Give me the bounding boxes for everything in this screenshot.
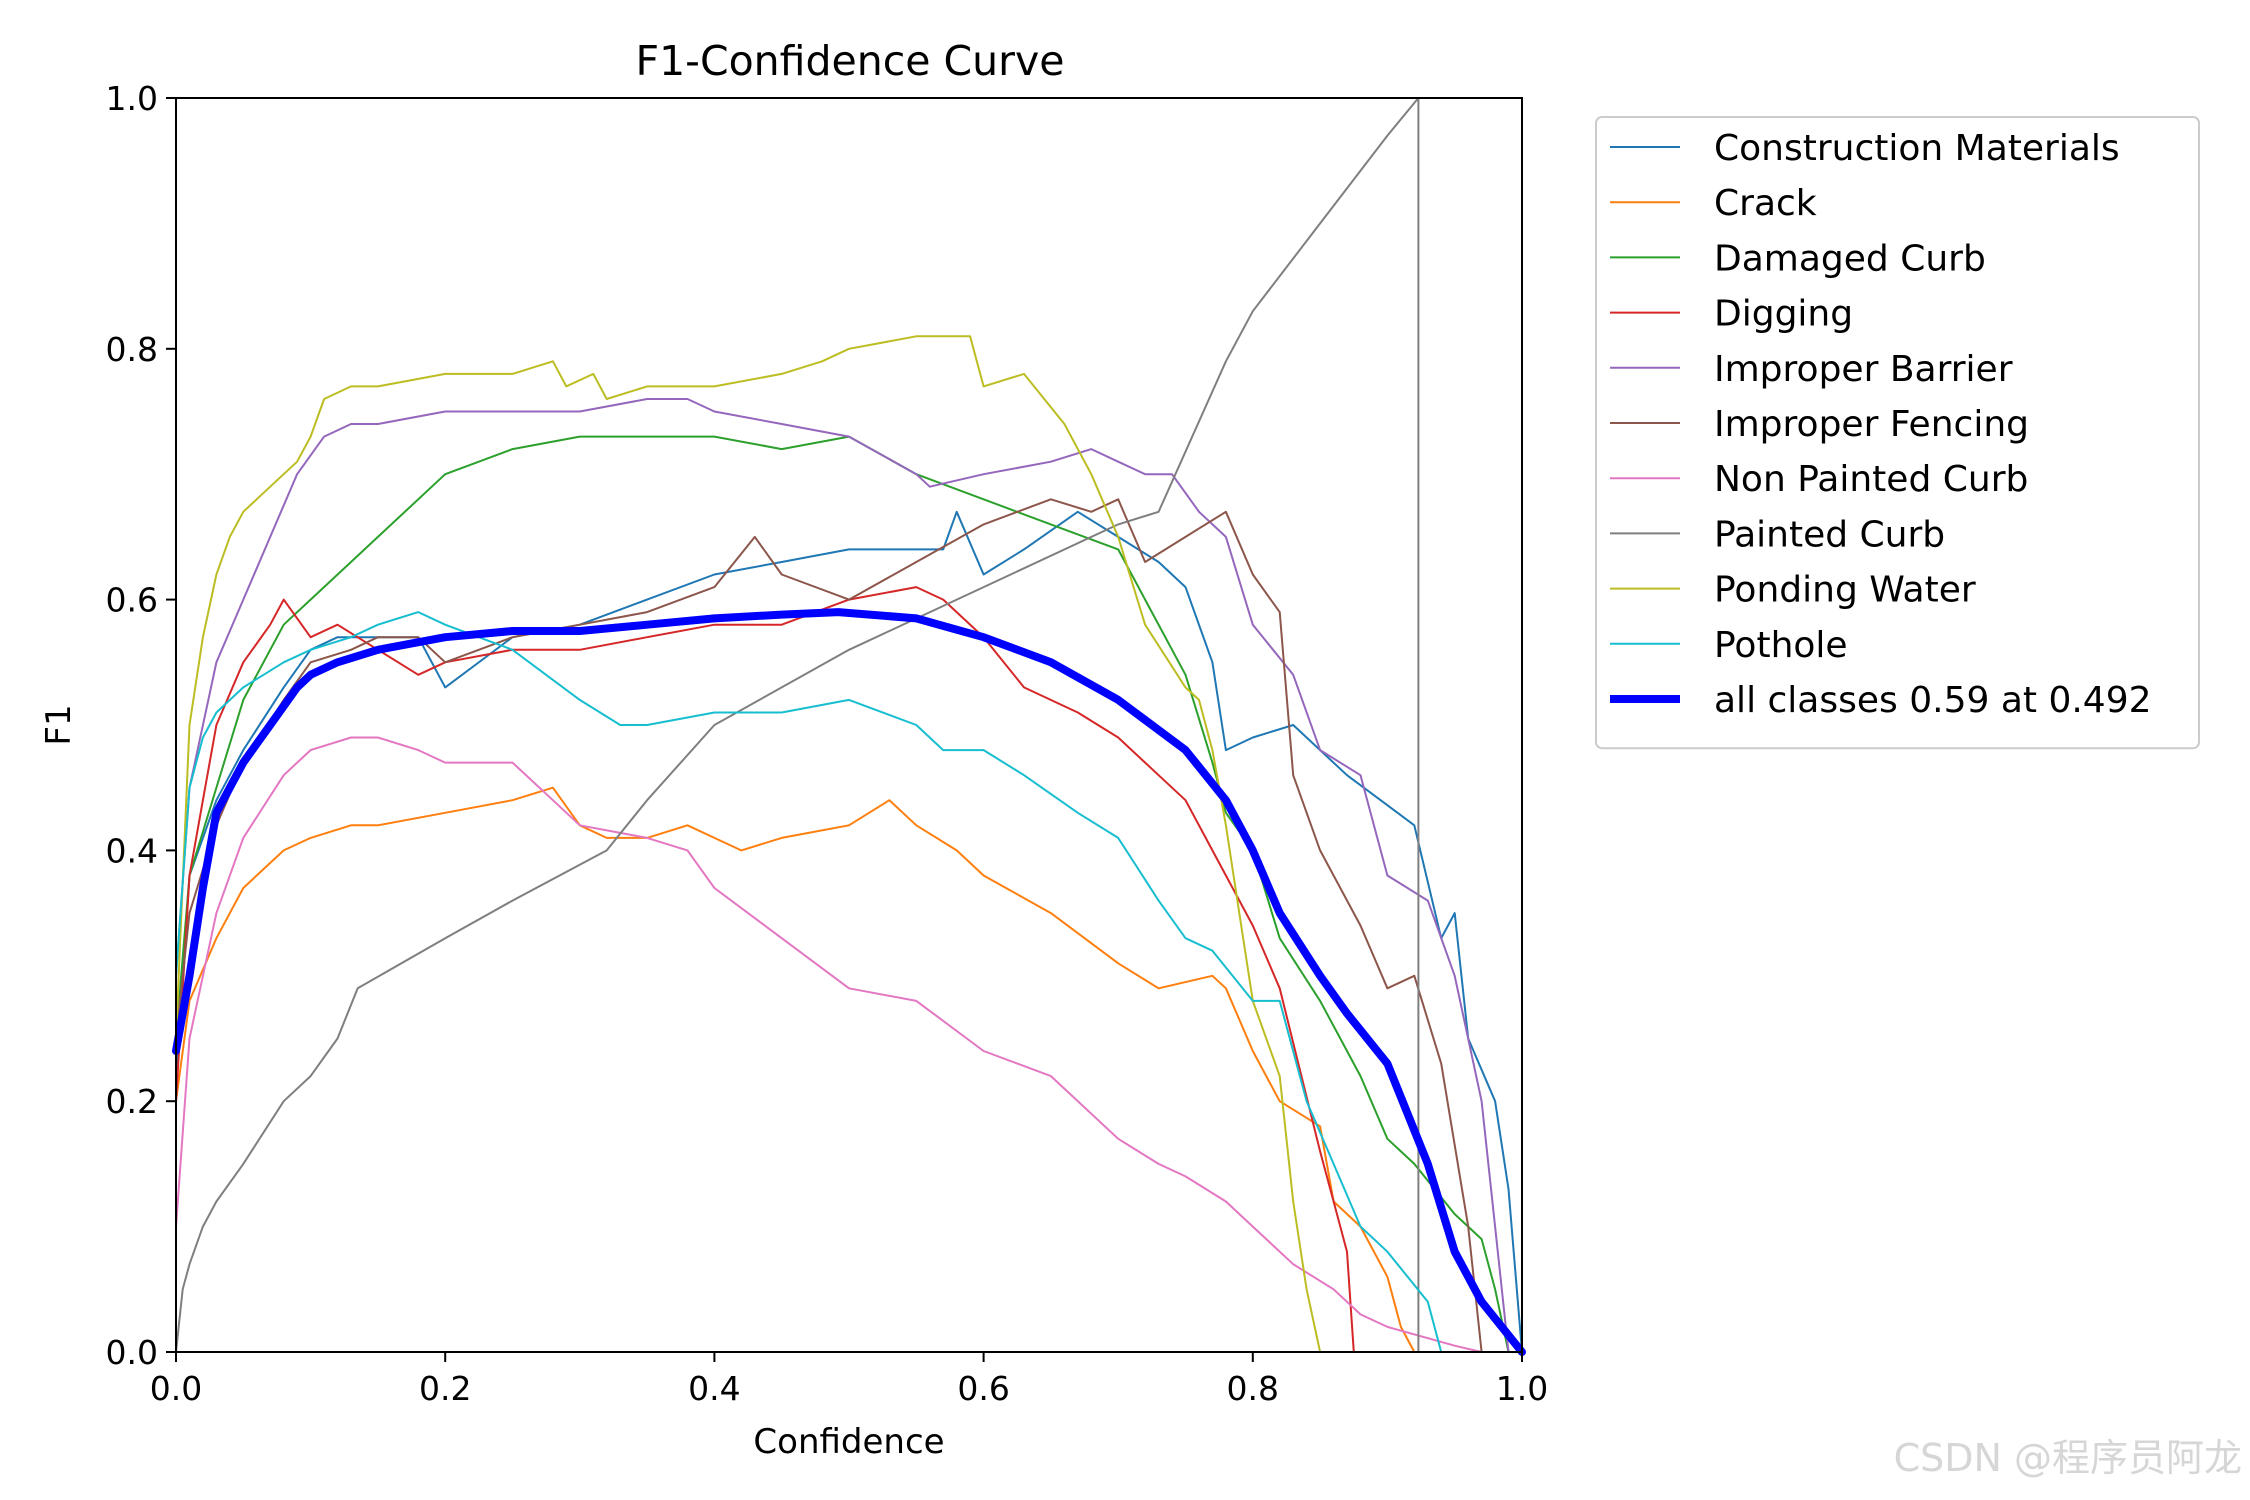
x-tick-label: 0.6 [957, 1369, 1009, 1408]
series-line-4 [175, 398, 1510, 1353]
y-tick-label: 0.2 [106, 1082, 158, 1121]
legend-entry: Improper Fencing [1714, 404, 2029, 445]
legend-entry: Pothole [1714, 625, 1848, 666]
legend-entry: Construction Materials [1714, 128, 2120, 169]
legend-entry: all classes 0.59 at 0.492 [1714, 680, 2152, 721]
x-tick-label: 0.2 [419, 1369, 471, 1408]
series-line-8 [175, 335, 1322, 1353]
legend-entry: Painted Curb [1714, 514, 1945, 555]
y-tick-label: 1.0 [106, 79, 158, 118]
legend-entry: Digging [1714, 294, 1853, 335]
legend-box [1595, 116, 2200, 750]
legend-entry: Non Painted Curb [1714, 459, 2028, 500]
series-line-2 [175, 435, 1510, 1353]
x-axis-label: Confidence [753, 1422, 944, 1462]
legend-entry: Damaged Curb [1714, 238, 1986, 279]
y-tick-label: 0.0 [106, 1333, 158, 1372]
legend: Construction Materials Crack Damaged Curb D… [1595, 116, 2200, 750]
legend-entry: Crack [1714, 183, 1817, 224]
chart-title: F1-Confidence Curve [636, 37, 1065, 85]
legend-entry: Ponding Water [1714, 570, 1976, 611]
y-axis-label: F1 [39, 704, 79, 745]
x-tick-label: 1.0 [1496, 1369, 1548, 1408]
series-line-3 [175, 586, 1355, 1353]
x-tick-label: 0.0 [150, 1369, 202, 1408]
axis-ticks: 0.0 0.2 0.4 0.6 0.8 1.0 0.0 0.2 0.4 0.6 0.8 1.0 [106, 79, 1549, 1408]
plot-frame [175, 97, 1523, 1353]
x-tick-label: 0.8 [1227, 1369, 1279, 1408]
x-tick-label: 0.4 [688, 1369, 740, 1408]
series-line-10 [172, 608, 1526, 1356]
series-line-1 [175, 786, 1416, 1353]
series-line-9 [175, 611, 1443, 1353]
series-line-7 [175, 97, 1429, 1353]
y-tick-label: 0.6 [106, 581, 158, 620]
series-line-5 [175, 498, 1483, 1353]
plot-lines [172, 97, 1526, 1356]
y-tick-label: 0.8 [106, 330, 158, 369]
legend-entry: Improper Barrier [1714, 349, 2013, 390]
y-tick-label: 0.4 [106, 831, 158, 870]
watermark: CSDN @程序员阿龙 [1893, 1436, 2242, 1480]
series-line-6 [175, 736, 1483, 1353]
